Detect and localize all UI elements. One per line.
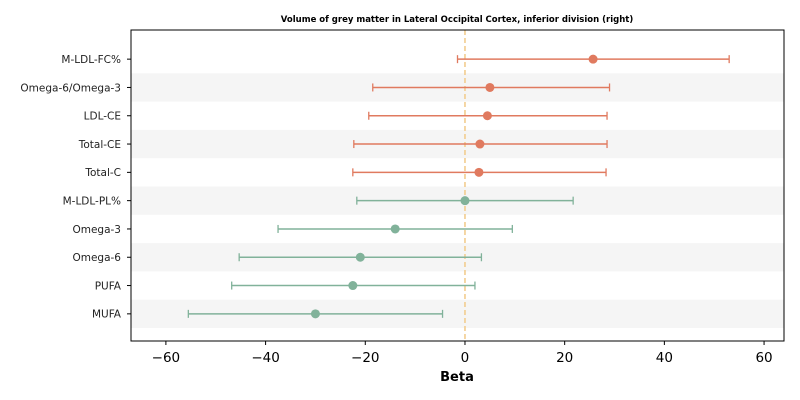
x-tick-label: 60 [755, 350, 772, 366]
x-tick-label: −60 [152, 350, 181, 366]
x-tick-label: −40 [251, 350, 280, 366]
x-tick-label: −20 [351, 350, 380, 366]
category-label: Total-CE [78, 139, 121, 151]
point-estimate [460, 196, 470, 206]
category-label: Total-C [84, 167, 121, 179]
point-estimates [310, 54, 598, 319]
category-label: Omega-6/Omega-3 [20, 82, 121, 94]
point-estimate [475, 139, 485, 149]
point-estimate [485, 82, 495, 92]
x-tick-label: 20 [556, 350, 573, 366]
category-label: Omega-6 [72, 252, 121, 264]
point-estimate [588, 54, 598, 64]
category-label: MUFA [92, 309, 122, 321]
point-estimate [348, 281, 358, 291]
x-tick-label: 0 [461, 350, 470, 366]
category-label: M-LDL-FC% [61, 54, 121, 66]
category-label: M-LDL-PL% [63, 195, 121, 207]
x-tick-label: 40 [656, 350, 673, 366]
point-estimate [474, 167, 484, 177]
point-estimate [355, 252, 365, 262]
x-axis-ticks: −60 −40 −20 0 20 40 60 [152, 341, 773, 366]
point-estimate [482, 111, 492, 121]
x-axis-title: Beta [440, 370, 474, 385]
category-label: LDL-CE [84, 111, 121, 123]
category-labels: M-LDL-FC% Omega-6/Omega-3 LDL-CE Total-CE To… [20, 54, 131, 321]
point-estimate [390, 224, 400, 234]
plot-frame [130, 29, 785, 342]
category-label: Omega-3 [72, 224, 121, 236]
point-estimate [310, 309, 320, 319]
category-label: PUFA [95, 280, 122, 292]
chart-title: Volume of grey matter in Lateral Occipit… [281, 15, 634, 25]
